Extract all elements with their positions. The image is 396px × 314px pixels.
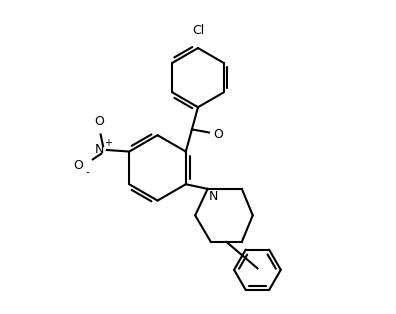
Text: -: - — [85, 167, 89, 177]
Text: O: O — [73, 159, 83, 172]
Text: O: O — [94, 115, 104, 128]
Text: Cl: Cl — [192, 24, 204, 37]
Text: +: + — [105, 138, 112, 148]
Text: N: N — [95, 143, 104, 156]
Text: N: N — [209, 191, 219, 203]
Text: O: O — [214, 127, 224, 141]
